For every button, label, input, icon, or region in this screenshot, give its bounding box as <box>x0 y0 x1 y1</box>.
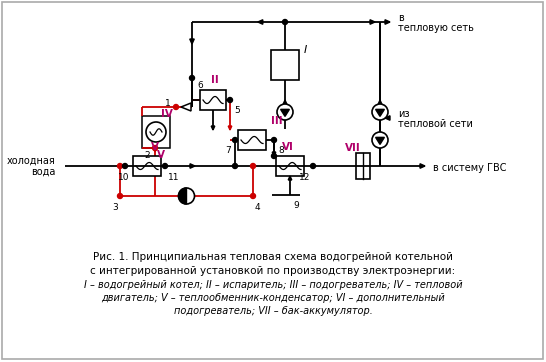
Polygon shape <box>258 20 263 24</box>
Text: подогреватель; VII – бак-аккумулятор.: подогреватель; VII – бак-аккумулятор. <box>174 306 372 316</box>
Polygon shape <box>228 126 232 130</box>
Bar <box>271 50 299 80</box>
Text: 8: 8 <box>278 146 284 155</box>
Bar <box>356 153 370 179</box>
Circle shape <box>122 164 128 168</box>
Polygon shape <box>181 103 191 111</box>
Text: в систему ГВС: в систему ГВС <box>433 163 507 173</box>
Text: Рис. 1. Принципиальная тепловая схема водогрейной котельной: Рис. 1. Принципиальная тепловая схема во… <box>93 252 453 262</box>
Text: II: II <box>211 75 219 85</box>
Polygon shape <box>211 126 215 130</box>
Text: 3: 3 <box>112 203 118 212</box>
Text: 10: 10 <box>118 173 130 182</box>
Text: из: из <box>398 109 410 119</box>
Circle shape <box>146 122 166 142</box>
Text: III: III <box>271 116 283 126</box>
Polygon shape <box>190 164 195 168</box>
Polygon shape <box>153 148 157 152</box>
Text: V: V <box>151 142 159 152</box>
Text: тепловой сети: тепловой сети <box>398 119 473 129</box>
Text: IV: IV <box>161 109 173 119</box>
Circle shape <box>311 164 316 168</box>
Text: I: I <box>304 45 307 55</box>
Text: 7: 7 <box>225 146 231 155</box>
Circle shape <box>117 164 122 168</box>
Bar <box>133 156 161 176</box>
Circle shape <box>189 76 194 80</box>
Polygon shape <box>385 116 390 120</box>
Circle shape <box>372 132 388 148</box>
Circle shape <box>117 194 122 198</box>
Text: V: V <box>157 150 165 160</box>
Circle shape <box>372 104 388 120</box>
Text: I – водогрейный котел; II – испаритель; III – подогреватель; IV – тепловой: I – водогрейный котел; II – испаритель; … <box>84 280 462 290</box>
Circle shape <box>271 138 276 143</box>
Bar <box>142 116 170 148</box>
Text: 12: 12 <box>299 173 310 182</box>
Text: 6: 6 <box>197 81 203 90</box>
Text: холодная: холодная <box>6 156 55 166</box>
Text: 2: 2 <box>144 151 150 160</box>
Polygon shape <box>179 188 187 204</box>
Polygon shape <box>283 100 287 104</box>
Polygon shape <box>281 109 289 117</box>
Circle shape <box>251 164 256 168</box>
Circle shape <box>271 153 276 159</box>
Polygon shape <box>378 100 382 104</box>
Text: 4: 4 <box>255 203 260 212</box>
Text: 1: 1 <box>165 98 171 108</box>
Text: с интегрированной установкой по производству электроэнергии:: с интегрированной установкой по производ… <box>91 266 455 276</box>
Circle shape <box>233 164 238 168</box>
Polygon shape <box>370 20 375 24</box>
Circle shape <box>152 146 157 151</box>
Text: двигатель; V – теплообменник-конденсатор; VI – дополнительный: двигатель; V – теплообменник-конденсатор… <box>101 293 445 303</box>
Text: VII: VII <box>345 143 361 153</box>
Polygon shape <box>420 164 425 168</box>
Circle shape <box>277 104 293 120</box>
Polygon shape <box>376 137 384 144</box>
Circle shape <box>179 188 194 204</box>
Polygon shape <box>272 152 276 156</box>
Text: VI: VI <box>282 142 294 152</box>
Circle shape <box>228 97 233 102</box>
Text: 9: 9 <box>293 201 299 210</box>
Text: 11: 11 <box>168 173 180 182</box>
Circle shape <box>174 105 179 109</box>
Polygon shape <box>288 176 292 180</box>
Text: вода: вода <box>31 167 55 177</box>
Bar <box>238 130 266 150</box>
Circle shape <box>163 164 168 168</box>
Text: в: в <box>398 13 403 23</box>
Text: 5: 5 <box>234 106 240 115</box>
Bar <box>276 156 304 176</box>
Text: тепловую сеть: тепловую сеть <box>398 23 474 33</box>
Circle shape <box>251 194 256 198</box>
Circle shape <box>282 20 288 25</box>
Polygon shape <box>190 39 194 44</box>
Polygon shape <box>385 20 390 24</box>
Bar <box>200 90 226 110</box>
Polygon shape <box>376 109 384 117</box>
Circle shape <box>233 138 238 143</box>
